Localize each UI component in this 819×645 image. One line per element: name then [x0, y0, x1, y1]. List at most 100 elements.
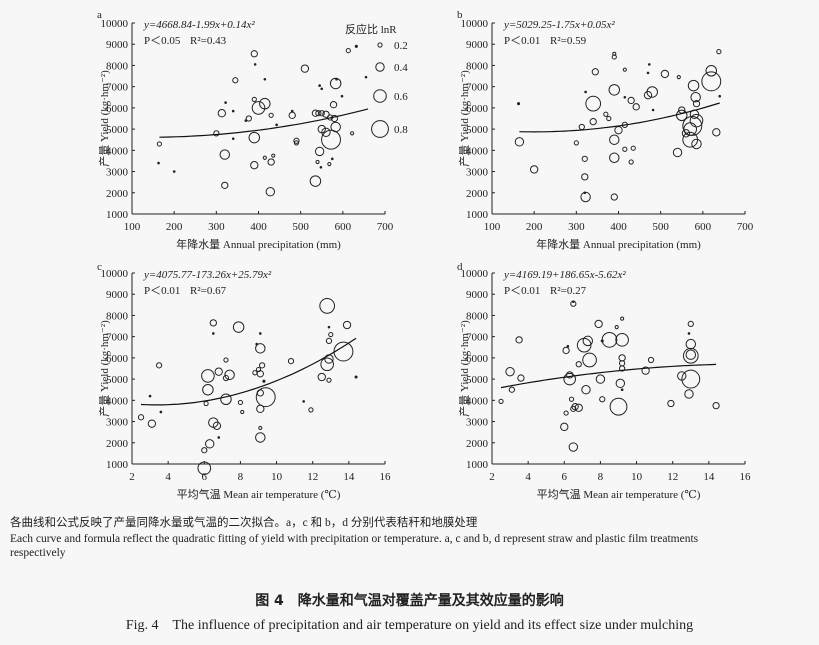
data-point	[157, 161, 160, 165]
data-point	[201, 447, 208, 454]
fit-curve	[140, 337, 357, 406]
data-point	[232, 77, 239, 84]
data-point	[245, 115, 252, 122]
data-point	[275, 123, 278, 127]
y-tick-label: 5000	[466, 124, 489, 136]
data-point	[251, 101, 266, 115]
y-tick-label: 4000	[466, 145, 489, 157]
data-point	[220, 393, 232, 406]
data-point	[608, 84, 621, 96]
data-point	[205, 439, 215, 449]
y-tick-label: 6000	[466, 103, 489, 115]
data-point	[330, 157, 334, 161]
data-point	[320, 87, 324, 91]
data-point	[221, 181, 229, 190]
data-point	[253, 63, 257, 66]
data-point	[159, 410, 163, 414]
data-point	[581, 173, 589, 181]
data-point	[687, 320, 694, 328]
x-tick-label: 14	[703, 471, 715, 483]
data-point	[263, 77, 267, 81]
x-tick-label: 10	[271, 471, 283, 483]
x-tick-label: 300	[568, 221, 585, 233]
x-tick-label: 500	[292, 221, 309, 233]
data-point	[716, 49, 722, 55]
y-axis-label: 产量 Yield (kg·hm⁻²)	[457, 70, 471, 167]
data-point	[320, 357, 334, 372]
data-point	[156, 141, 163, 147]
data-point	[572, 300, 575, 303]
y-tick-label: 4000	[106, 395, 129, 407]
fit-equation: y=4668.84-1.99x+0.14x²	[143, 19, 255, 31]
y-axis-label: 产量 Yield (kg·hm⁻²)	[97, 70, 111, 167]
y-tick-label: 3000	[466, 167, 489, 179]
data-point	[681, 129, 691, 138]
fit-equation: y=4169.19+186.65x-5.62x²	[503, 269, 626, 281]
fit-curve	[500, 363, 717, 389]
x-axis-label: 年降水量 Annual precipitation (mm)	[536, 237, 701, 251]
data-point	[364, 75, 368, 79]
y-tick-label: 10000	[461, 18, 489, 30]
y-tick-label: 8000	[466, 60, 489, 72]
legend-label: 0.2	[394, 40, 408, 52]
y-tick-label: 4000	[106, 145, 129, 157]
data-point	[508, 386, 516, 393]
data-point	[250, 50, 258, 58]
data-point	[692, 99, 701, 108]
caption-cn: 各曲线和公式反映了产量同降水量或气温的二次拟合。a，c 和 b，d 分别代表秸秆…	[10, 517, 478, 529]
x-tick-label: 400	[610, 221, 627, 233]
data-point	[350, 131, 355, 136]
r-squared: R²=0.59	[550, 35, 587, 47]
fit-equation: y=4075.77-173.26x+25.79x²	[143, 269, 272, 281]
data-point	[258, 362, 266, 369]
legend-circle	[375, 62, 385, 72]
x-tick-label: 100	[484, 221, 501, 233]
r-squared: R²=0.27	[550, 285, 587, 297]
data-point	[646, 86, 658, 98]
data-point	[615, 333, 629, 347]
data-point	[628, 159, 634, 165]
data-point	[315, 159, 320, 165]
data-point	[560, 422, 569, 432]
data-point	[255, 366, 262, 373]
data-point	[691, 138, 702, 150]
legend-label: 0.4	[394, 62, 408, 74]
data-point	[256, 370, 264, 378]
legend-label: 0.8	[394, 124, 408, 136]
data-point	[591, 68, 599, 76]
data-point	[147, 419, 157, 428]
data-point	[293, 140, 300, 146]
legend-circle	[371, 120, 389, 138]
data-point	[240, 409, 245, 415]
data-point	[319, 166, 323, 169]
data-point	[595, 374, 606, 384]
y-tick-label: 6000	[106, 103, 129, 115]
data-point	[212, 421, 222, 430]
panel-label: a	[97, 9, 102, 21]
y-tick-label: 10000	[101, 18, 129, 30]
data-point	[689, 113, 704, 128]
data-point	[660, 69, 670, 79]
data-point	[333, 341, 354, 362]
x-axis-label: 平均气温 Mean air temperature (℃)	[177, 487, 341, 501]
data-point	[308, 407, 314, 413]
data-point	[622, 146, 628, 152]
data-point	[583, 191, 587, 195]
data-point	[148, 394, 152, 398]
y-tick-label: 3000	[106, 167, 129, 179]
data-point	[137, 414, 145, 421]
data-point	[293, 137, 300, 144]
data-point	[718, 94, 722, 98]
data-point	[566, 371, 574, 379]
data-point	[563, 372, 576, 386]
data-point	[262, 155, 267, 160]
x-tick-label: 200	[526, 221, 543, 233]
data-point	[584, 90, 587, 94]
data-point	[614, 325, 619, 330]
y-tick-label: 7000	[106, 82, 129, 94]
data-point	[255, 343, 266, 354]
y-tick-label: 2000	[106, 188, 129, 200]
data-point	[255, 387, 276, 408]
data-point	[172, 170, 176, 173]
data-point	[498, 398, 504, 404]
